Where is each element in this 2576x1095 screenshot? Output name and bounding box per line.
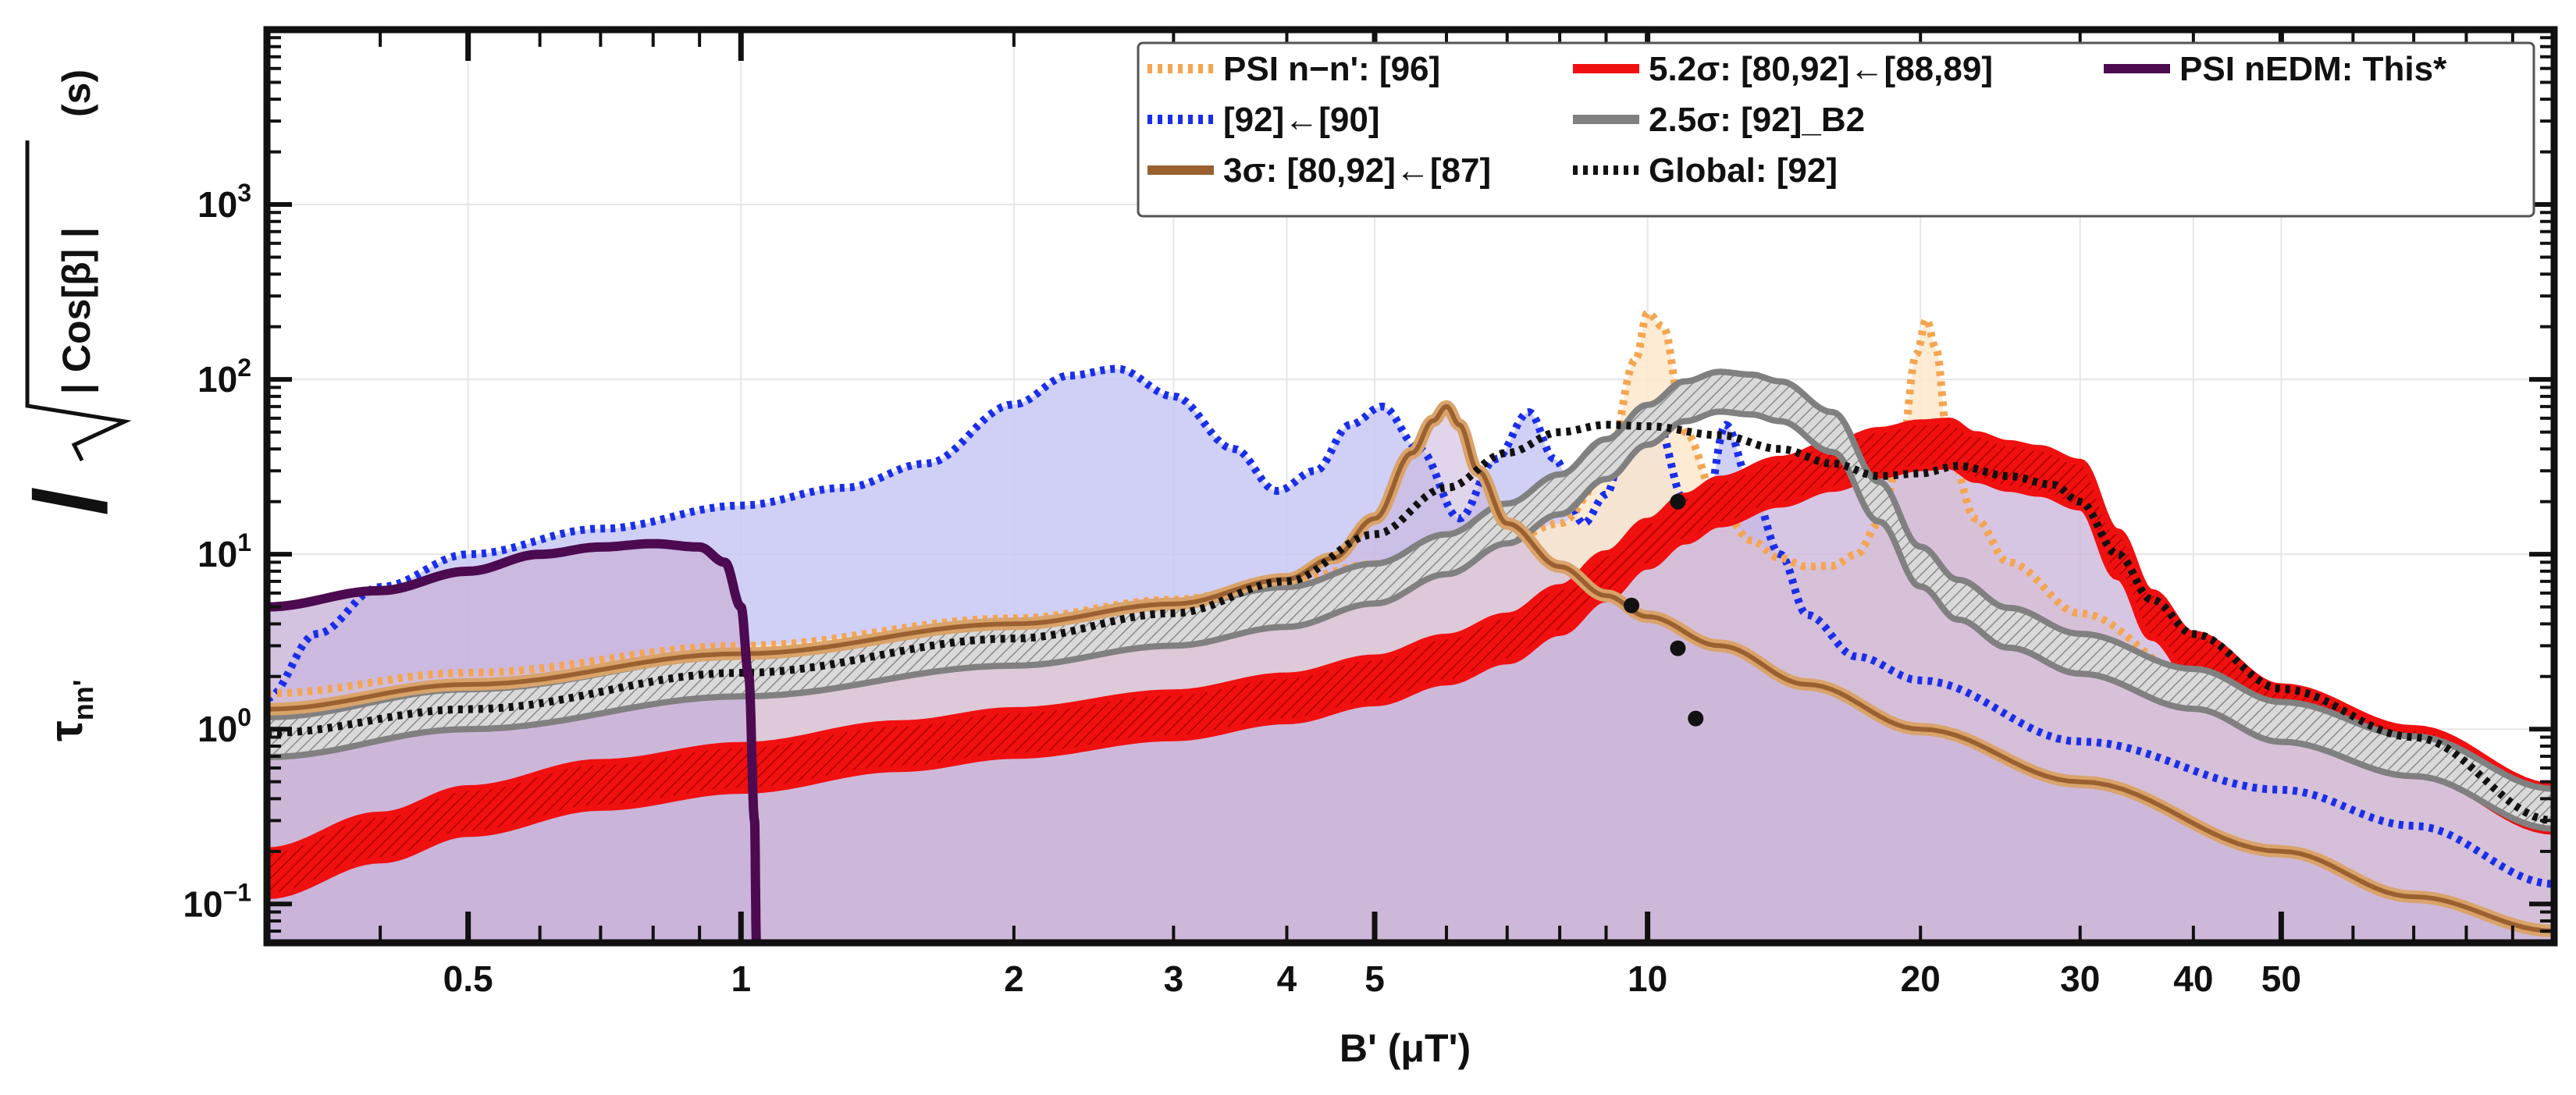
- x-tick-label: 1: [731, 958, 751, 999]
- x-tick-label: 40: [2173, 958, 2213, 999]
- y-axis-title: τnn' / | Cos[β] | (s): [13, 69, 132, 741]
- x-tick-label: 4: [1277, 958, 1297, 999]
- fill-areas: [267, 312, 2554, 943]
- y-tick-label: 101: [197, 528, 251, 574]
- y-tick-label: 10−1: [183, 878, 251, 924]
- legend-label: [92]←[90]: [1223, 101, 1380, 139]
- data-point: [1624, 597, 1640, 613]
- x-tick-label: 20: [1901, 958, 1941, 999]
- x-tick-label: 5: [1364, 958, 1385, 999]
- x-tick-label: 50: [2261, 958, 2301, 999]
- legend-label: PSI nEDM: This*: [2179, 50, 2447, 88]
- legend: PSI n−n': [96] 5.2σ: [80,92]←[88,89] PSI n…: [1137, 41, 2535, 218]
- x-tick-label: 3: [1164, 958, 1184, 999]
- legend-label: 2.5σ: [92]_B2: [1649, 101, 1865, 139]
- plot-frame: [263, 26, 2558, 947]
- series--92-90-: [267, 364, 2554, 888]
- y-axis-sqrt-sign: [25, 140, 132, 462]
- data-point: [1670, 493, 1686, 510]
- x-tick-labels: 0.5 1 2 3 4 5 10 20 30 40 50: [443, 958, 2301, 999]
- legend-box: [1137, 41, 2535, 218]
- y-axis-tau: τnn': [40, 680, 99, 741]
- y-tick-label: 102: [197, 354, 251, 400]
- series-psi-nedm-this-: [267, 539, 761, 943]
- y-axis-root: | Cos[β] |: [55, 227, 99, 394]
- legend-label: 5.2σ: [80,92]←[88,89]: [1649, 50, 1993, 88]
- y-tick-label: 100: [197, 703, 251, 749]
- x-tick-label: 10: [1628, 958, 1667, 999]
- y-tick-labels: 10−1 100 101 102 103: [183, 179, 251, 924]
- series-global-92-: [267, 421, 2554, 825]
- legend-label: PSI n−n': [96]: [1223, 50, 1440, 88]
- series-lines: [267, 308, 2554, 943]
- x-axis-title: B' (μT'): [1340, 1026, 1471, 1070]
- series-5-2-80-92-88-89-: [267, 418, 2554, 899]
- data-points: [1624, 493, 1704, 727]
- y-axis-slash: /: [13, 487, 127, 515]
- y-axis-unit: (s): [55, 69, 98, 117]
- x-tick-label: 0.5: [443, 958, 493, 999]
- x-tick-label: 2: [1004, 958, 1024, 999]
- legend-label: 3σ: [80,92]←[87]: [1223, 151, 1491, 190]
- data-point: [1688, 710, 1704, 727]
- data-point: [1670, 640, 1686, 656]
- y-tick-label: 103: [197, 179, 251, 225]
- series-psi-n-n-96-: [267, 308, 2554, 803]
- legend-label: Global: [92]: [1649, 151, 1838, 190]
- series-3-80-92-87-: [267, 404, 2554, 933]
- x-tick-label: 30: [2060, 958, 2100, 999]
